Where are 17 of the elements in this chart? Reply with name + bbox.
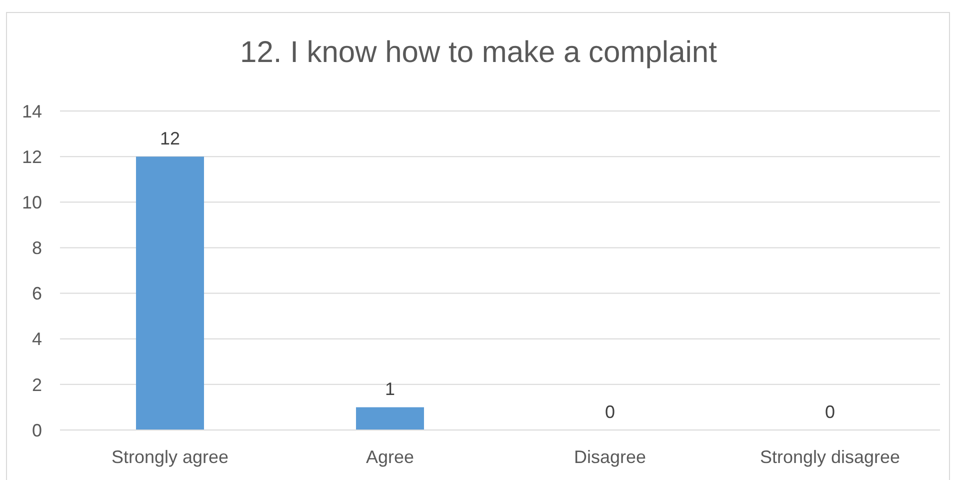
y-tick-label: 14 (22, 101, 42, 122)
x-tick-label: Disagree (574, 446, 646, 467)
chart-title: 12. I know how to make a complaint (239, 36, 718, 70)
y-tick-label: 12 (22, 146, 42, 167)
x-tick-label: Strongly agree (111, 446, 229, 467)
data-label: 0 (824, 402, 836, 422)
y-tick-label: 6 (32, 284, 42, 304)
data-label: 0 (604, 402, 616, 422)
x-tick-label: Agree (366, 446, 414, 467)
y-tick-label: 2 (32, 374, 42, 395)
y-tick-label: 4 (32, 329, 42, 350)
y-tick-label: 10 (22, 192, 42, 213)
data-label: 1 (384, 379, 396, 400)
y-tick-label: 8 (32, 238, 42, 258)
data-label: 12 (160, 128, 180, 149)
y-tick-label: 0 (32, 420, 42, 440)
x-tick-label: Strongly disagree (760, 446, 900, 467)
